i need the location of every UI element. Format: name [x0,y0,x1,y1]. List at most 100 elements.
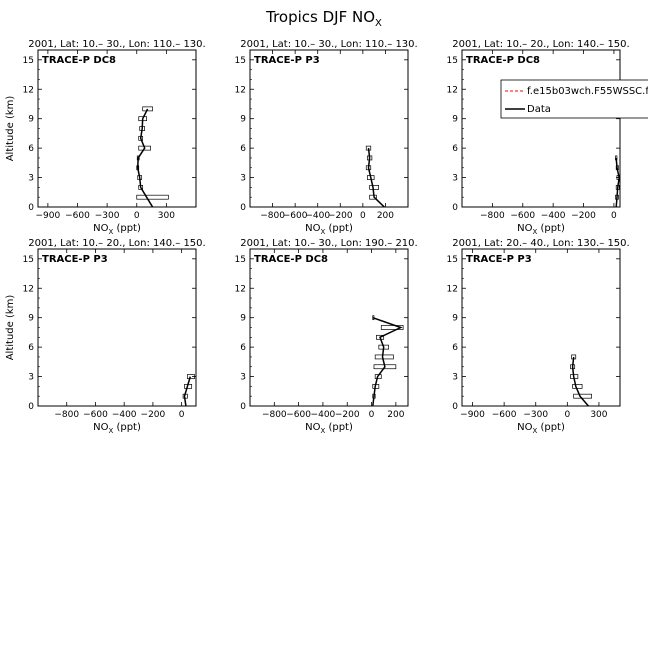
y-tick-label: 15 [23,56,34,66]
x-tick-label: −400 [311,410,336,420]
x-axis-label: NOX (ppt) [305,223,353,236]
x-axis-label: NOX (ppt) [517,223,565,236]
campaign-label: TRACE-P P3 [42,254,108,265]
x-tick-label: 0 [369,410,375,420]
x-tick-label: −400 [112,410,137,420]
x-tick-label: −300 [523,410,548,420]
y-tick-label: 0 [240,203,246,213]
data-series [365,145,385,207]
chart-panel-4: 2001, Lat: 10.– 20., Lon: 140.– 150. TRAC… [5,238,206,435]
chart-panel-3: 2001, Lat: 10.– 20., Lon: 140.– 150. TRAC… [447,39,630,236]
y-tick-label: 6 [240,343,246,353]
chart-panel-2: 2001, Lat: 10.– 30., Lon: 110.– 130. TRAC… [235,39,418,236]
chart-panel-1: 2001, Lat: 10.– 30., Lon: 110.– 130. TRAC… [5,39,206,236]
data-series [372,315,404,406]
x-tick-label: 200 [387,410,404,420]
y-tick-label: 3 [452,174,458,184]
y-axis-label: Altitude (km) [5,96,16,162]
legend-model-label: f.e15b03wch.F55WSSC.f0 [527,86,648,97]
x-tick-label: −200 [571,211,596,221]
y-tick-label: 6 [452,144,458,154]
error-bar [369,185,380,190]
panel-title: 2001, Lat: 20.– 40., Lon: 130.– 150. [452,238,629,249]
x-tick-label: −600 [83,410,108,420]
error-bar [136,194,169,200]
campaign-label: TRACE-P DC8 [254,254,328,265]
x-axis-label: NOX (ppt) [93,223,141,236]
x-tick-label: −600 [286,410,311,420]
y-axis-label: Altitude (km) [5,295,16,361]
data-profile-line [372,316,403,406]
legend: f.e15b03wch.F55WSSC.f0 Data [500,79,648,119]
y-tick-label: 6 [452,343,458,353]
x-tick-label: −800 [480,211,505,221]
x-tick-label: −400 [305,211,330,221]
x-tick-label: −600 [283,211,308,221]
x-tick-label: −600 [492,410,517,420]
y-tick-label: 0 [28,203,34,213]
y-tick-label: 9 [240,115,246,125]
y-tick-label: 9 [28,314,34,324]
x-axis-label: NOX (ppt) [93,422,141,435]
x-tick-label: 0 [564,410,570,420]
y-tick-label: 15 [447,56,458,66]
x-tick-label: −300 [95,211,120,221]
x-tick-label: −200 [335,410,360,420]
data-series [570,354,592,406]
data-profile-line [571,356,589,406]
x-tick-label: 300 [158,211,175,221]
x-axis-label: NOX (ppt) [517,422,565,435]
plot-frame [249,49,409,208]
x-tick-label: 0 [611,211,617,221]
chart-panel-6: 2001, Lat: 20.– 40., Lon: 130.– 150. TRAC… [447,238,630,435]
campaign-label: TRACE-P P3 [466,254,532,265]
y-tick-label: 6 [240,144,246,154]
campaign-label: TRACE-P P3 [254,55,320,66]
plot-frame [37,248,197,407]
y-tick-label: 9 [452,115,458,125]
y-tick-label: 3 [240,174,246,184]
error-bar [187,374,195,379]
x-tick-label: 0 [134,211,140,221]
error-bar [573,393,592,399]
data-profile-line [136,108,154,207]
y-tick-label: 15 [235,56,246,66]
campaign-label: TRACE-P DC8 [42,55,116,66]
x-tick-label: −600 [510,211,535,221]
plot-frame [461,248,621,407]
error-bar [142,106,153,112]
x-tick-label: −600 [65,211,90,221]
data-profile-line [183,376,192,406]
y-tick-label: 15 [447,255,458,265]
y-tick-label: 12 [23,85,34,95]
y-tick-label: 0 [452,402,458,412]
y-tick-label: 9 [240,314,246,324]
y-tick-label: 9 [28,115,34,125]
data-series [615,155,620,207]
x-tick-label: −400 [541,211,566,221]
panel-title: 2001, Lat: 10.– 20., Lon: 140.– 150. [28,238,205,249]
x-tick-label: −800 [260,211,285,221]
panel-title: 2001, Lat: 10.– 30., Lon: 110.– 130. [240,39,417,50]
x-tick-label: −800 [262,410,287,420]
y-tick-label: 12 [447,85,458,95]
y-tick-label: 15 [23,255,34,265]
y-tick-label: 3 [240,373,246,383]
x-tick-label: 200 [377,211,394,221]
y-tick-label: 3 [28,373,34,383]
x-tick-label: −200 [141,410,166,420]
data-series [182,374,195,406]
legend-data-label: Data [527,104,551,115]
panel-title: 2001, Lat: 10.– 20., Lon: 140.– 150. [452,39,629,50]
y-tick-label: 0 [28,402,34,412]
y-tick-label: 9 [452,314,458,324]
panel-title: 2001, Lat: 10.– 30., Lon: 110.– 130. [28,39,205,50]
y-tick-label: 12 [23,284,34,294]
y-tick-label: 3 [28,174,34,184]
error-bar [380,325,404,330]
campaign-label: TRACE-P DC8 [466,55,540,66]
data-profile-line [367,148,385,207]
error-bar [369,194,377,200]
y-tick-label: 15 [235,255,246,265]
